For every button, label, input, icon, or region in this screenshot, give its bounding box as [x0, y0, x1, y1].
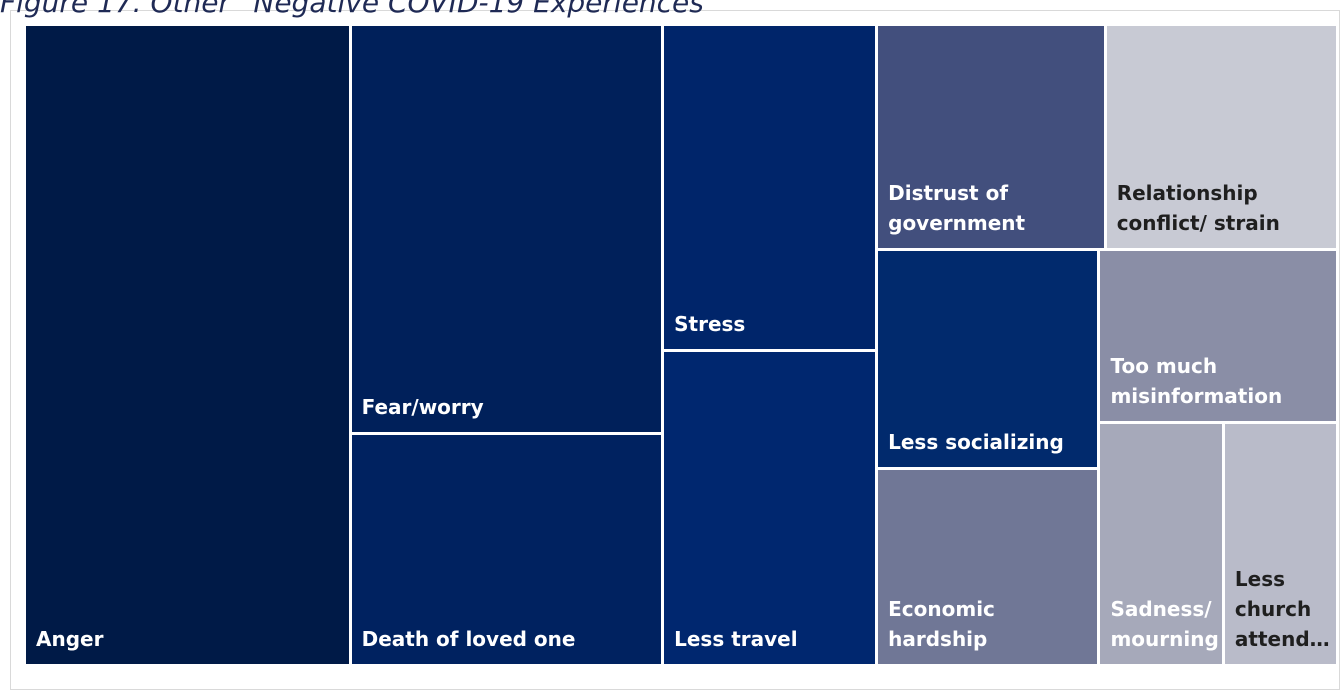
tile: Distrust of government [878, 26, 1104, 248]
tile: Too much misinformation [1100, 250, 1336, 421]
tile-label: Less socializing [888, 430, 1064, 455]
tile-label: Relationship conflict/ strain [1116, 180, 1280, 235]
tile-label: Anger [36, 627, 104, 651]
tile: Anger [26, 26, 349, 664]
tile: Relationship conflict/ strain [1106, 26, 1336, 248]
tile: Fear/worry [351, 26, 662, 433]
tile: Sadness/ mourning [1100, 423, 1222, 664]
tile-label: Less church attend… [1234, 566, 1330, 651]
tile-label: Economic hardship [888, 596, 995, 651]
tile-label: Stress [674, 312, 746, 337]
tile: Economic hardship [878, 470, 1098, 664]
treemap: Anger Fear/worry Death of loved one Stress L… [26, 26, 1336, 666]
tile: Less socializing [878, 250, 1098, 468]
tile-label: Less travel [674, 626, 798, 651]
tile: Less travel [664, 352, 876, 664]
tile: Less church attend… [1224, 423, 1336, 664]
tile-label: Sadness/ mourning [1110, 596, 1219, 651]
tile: Death of loved one [351, 435, 662, 664]
tile-label: Death of loved one [361, 626, 576, 651]
tile-label: Distrust of government [888, 180, 1026, 235]
tile: Stress [664, 26, 876, 350]
tile-label: Fear/worry [361, 395, 484, 420]
tile-label: Too much misinformation [1110, 353, 1283, 408]
chart-title: Figure 17. Other “Negative COVID-19 Expe… [0, 0, 719, 19]
